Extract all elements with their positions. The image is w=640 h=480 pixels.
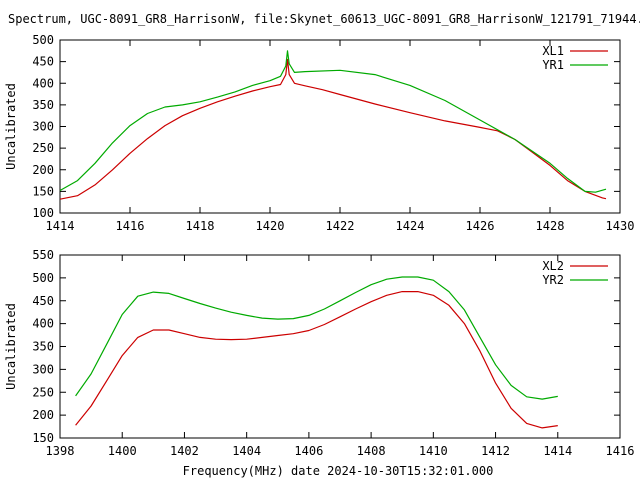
y-tick-label: 300	[32, 120, 54, 134]
plot-frame-1	[59, 39, 621, 214]
plot-frame-2	[59, 254, 621, 439]
x-tick-label: 1402	[170, 444, 199, 458]
legend-label-yr2: YR2	[542, 273, 564, 287]
x-tick-label: 1398	[46, 444, 75, 458]
y-tick-label: 500	[32, 33, 54, 47]
x-tick-label: 1430	[606, 219, 635, 233]
x-tick-label: 1416	[606, 444, 635, 458]
x-tick-label: 1426	[466, 219, 495, 233]
chart-panel-1: 1414 1416 1418 1420 1422 1424 1426 1428 1430 100 1…	[4, 33, 634, 233]
bottom-x-axis-label: Frequency(MHz) date 2024-10-30T15:32:01.…	[183, 464, 494, 478]
y-tick-label: 400	[32, 76, 54, 90]
y-axis-label: Uncalibrated	[4, 83, 18, 170]
series-line-yr2	[75, 276, 558, 400]
y-tick-label: 300	[32, 362, 54, 376]
y-tick-label: 250	[32, 141, 54, 155]
series-line-xl2	[75, 291, 558, 429]
y-tick-label: 500	[32, 271, 54, 285]
y-tick-label: 450	[32, 294, 54, 308]
y-tick-label: 200	[32, 408, 54, 422]
legend-label-yr1: YR1	[542, 58, 564, 72]
y-tick-label: 150	[32, 184, 54, 198]
x-tick-label: 1406	[294, 444, 323, 458]
series-line-xl1	[59, 58, 607, 200]
x-tick-label: 1418	[186, 219, 215, 233]
x-tick-label: 1400	[108, 444, 137, 458]
y-tick-label: 550	[32, 248, 54, 262]
x-tick-label: 1414	[46, 219, 75, 233]
x-tick-label: 1414	[543, 444, 572, 458]
x-tick-label: 1410	[419, 444, 448, 458]
x-tick-label: 1404	[232, 444, 261, 458]
y-axis-label: Uncalibrated	[4, 303, 18, 390]
y-tick-label: 350	[32, 340, 54, 354]
y-tick-label: 150	[32, 431, 54, 445]
y-tick-label: 250	[32, 385, 54, 399]
figure-title: Spectrum, UGC-8091_GR8_HarrisonW, file:S…	[8, 12, 640, 26]
y-tick-label: 350	[32, 98, 54, 112]
y-tick-label: 200	[32, 163, 54, 177]
y-tick-label: 450	[32, 55, 54, 69]
y-tick-label: 400	[32, 317, 54, 331]
x-tick-label: 1416	[116, 219, 145, 233]
x-tick-label: 1408	[357, 444, 386, 458]
legend-label-xl1: XL1	[542, 44, 564, 58]
x-tick-label: 1422	[326, 219, 355, 233]
x-tick-label: 1412	[481, 444, 510, 458]
chart-panel-2: 1398 1400 1402 1404 1406 1408 1410 1412 1414 1416…	[4, 248, 634, 458]
series-line-yr1	[59, 50, 607, 193]
legend-label-xl2: XL2	[542, 259, 564, 273]
x-tick-label: 1428	[536, 219, 565, 233]
y-tick-label: 100	[32, 206, 54, 220]
x-tick-label: 1424	[396, 219, 425, 233]
x-tick-label: 1420	[256, 219, 285, 233]
